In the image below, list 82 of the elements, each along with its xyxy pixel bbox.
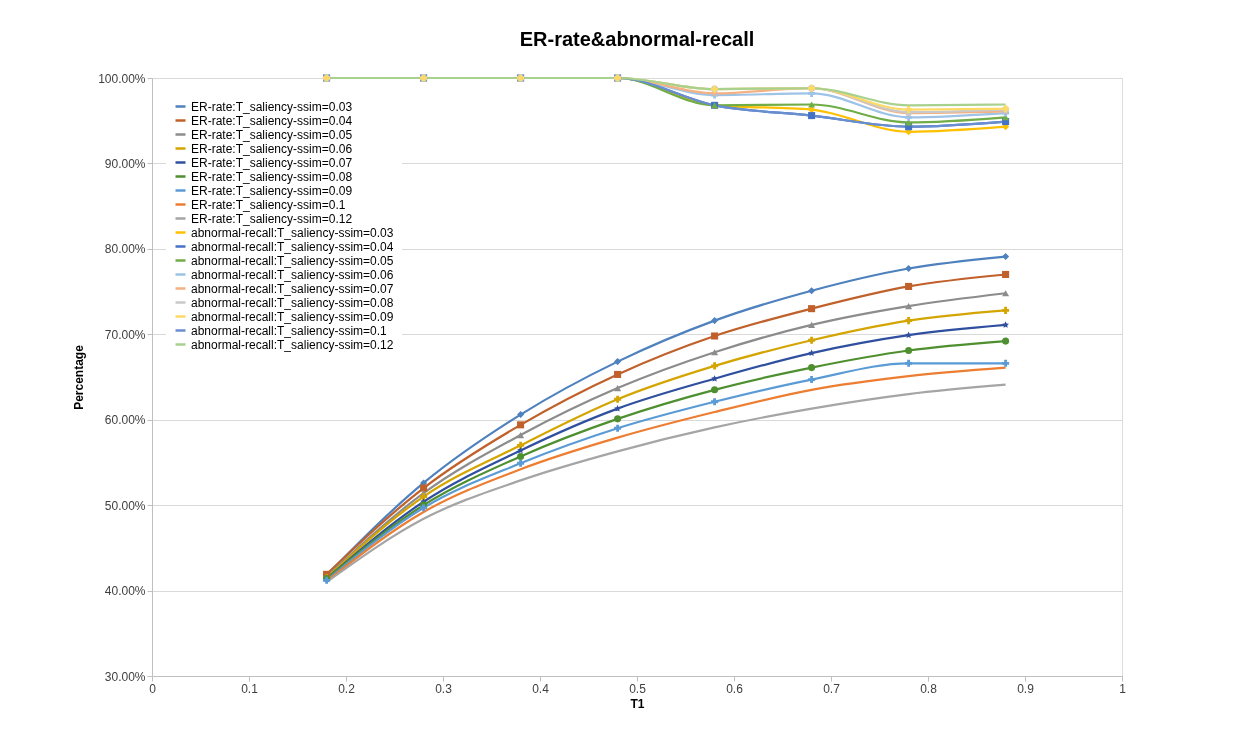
point [711, 362, 719, 370]
point [808, 112, 816, 120]
point [1002, 306, 1010, 314]
y-tick-label: 30.00% [104, 669, 146, 684]
point [905, 303, 913, 310]
x-tick-label: 0.4 [532, 681, 550, 696]
y-tick-label: 90.00% [104, 156, 146, 171]
y-tick-label: 70.00% [104, 327, 146, 342]
point [905, 317, 913, 325]
legend-label: abnormal-recall:T_saliency-ssim=0.04 [191, 239, 394, 254]
chart-title: ER-rate&abnormal-recall [519, 28, 755, 50]
point [711, 386, 719, 394]
point [1002, 270, 1010, 279]
x-axis-title: T1 [630, 696, 645, 711]
point [808, 305, 816, 313]
legend-label: abnormal-recall:T_saliency-ssim=0.07 [191, 281, 394, 296]
point [905, 346, 913, 355]
point [808, 376, 816, 384]
legend-label: ER-rate:T_saliency-ssim=0.06 [191, 141, 353, 156]
legend-label: ER-rate:T_saliency-ssim=0.04 [191, 113, 353, 128]
x-tick-label: 1 [1119, 681, 1127, 696]
point [905, 282, 913, 290]
point [517, 432, 525, 439]
point [614, 370, 622, 378]
point [808, 364, 816, 372]
point [614, 424, 622, 432]
point [614, 385, 622, 392]
legend-label: abnormal-recall:T_saliency-ssim=0.08 [191, 295, 394, 310]
legend-label: abnormal-recall:T_saliency-ssim=0.05 [191, 253, 394, 268]
y-tick-label: 80.00% [104, 242, 146, 257]
point [808, 101, 816, 108]
legend-label: abnormal-recall:T_saliency-ssim=0.06 [191, 267, 394, 282]
legend-label: abnormal-recall:T_saliency-ssim=0.09 [191, 309, 394, 324]
point [711, 332, 719, 340]
point [614, 415, 622, 423]
y-tick-label: 60.00% [104, 413, 146, 428]
point [517, 411, 525, 419]
point [517, 459, 525, 467]
legend-label: abnormal-recall:T_saliency-ssim=0.03 [191, 225, 394, 240]
x-tick-label: 0.8 [920, 681, 938, 696]
point [711, 349, 719, 356]
x-tick-label: 0.9 [1017, 681, 1035, 696]
legend-label: ER-rate:T_saliency-ssim=0.09 [191, 183, 353, 198]
point [614, 358, 622, 366]
point [808, 321, 816, 328]
legend-label: ER-rate:T_saliency-ssim=0.08 [191, 169, 353, 184]
x-tick-label: 0.1 [241, 681, 259, 696]
point [614, 405, 621, 412]
legend-label: ER-rate:T_saliency-ssim=0.03 [191, 99, 353, 114]
point [420, 484, 428, 492]
point [905, 264, 913, 273]
legend-label: ER-rate:T_saliency-ssim=0.12 [191, 211, 353, 226]
legend-label: ER-rate:T_saliency-ssim=0.07 [191, 155, 353, 170]
x-tick-label: 0.3 [435, 681, 453, 696]
point [614, 395, 622, 403]
point [808, 287, 816, 295]
y-axis-title: Percentage [72, 344, 87, 410]
point [1002, 359, 1010, 367]
legend-label: ER-rate:T_saliency-ssim=0.05 [191, 127, 353, 142]
x-tick-label: 0.7 [823, 681, 841, 696]
point [517, 446, 524, 454]
point [1002, 253, 1010, 261]
point [517, 421, 525, 429]
x-tick-label: 0.5 [629, 681, 647, 696]
point [1002, 337, 1010, 345]
point [711, 398, 719, 406]
y-tick-label: 40.00% [104, 584, 146, 599]
point [420, 493, 428, 501]
y-tick-label: 100.00% [98, 71, 146, 86]
legend-label: abnormal-recall:T_saliency-ssim=0.1 [191, 323, 388, 338]
x-tick-label: 0.6 [726, 681, 744, 696]
point [517, 441, 525, 449]
x-tick-label: 0.2 [338, 681, 356, 696]
point [711, 375, 718, 382]
point [517, 452, 525, 460]
legend-label: abnormal-recall:T_saliency-ssim=0.12 [191, 337, 394, 352]
y-tick-label: 50.00% [104, 498, 146, 513]
point [808, 336, 816, 344]
point [711, 317, 719, 325]
point [905, 359, 913, 367]
legend-label: ER-rate:T_saliency-ssim=0.1 [191, 197, 346, 212]
x-tick-label: 0 [149, 681, 157, 696]
